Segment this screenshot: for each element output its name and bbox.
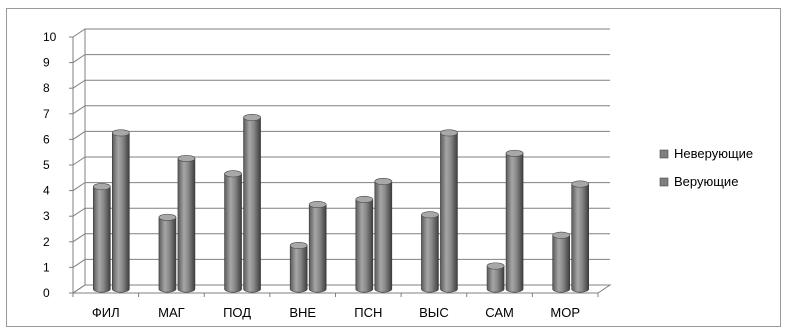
legend-label: Неверующие bbox=[674, 146, 753, 161]
bar bbox=[552, 231, 570, 293]
bar bbox=[374, 177, 393, 293]
x-axis-ticks: ФИЛ МАГ ПОД ВНЕ ПСН ВЫС САМ МОР bbox=[92, 305, 580, 320]
x-tick-label: МАГ bbox=[158, 305, 185, 320]
y-tick-label: 9 bbox=[43, 56, 50, 70]
bar bbox=[289, 241, 308, 293]
y-tick-label: 7 bbox=[43, 107, 50, 121]
bar bbox=[177, 154, 196, 293]
legend-swatch bbox=[659, 149, 669, 159]
bar bbox=[112, 129, 130, 293]
x-tick-label: МОР bbox=[550, 305, 580, 320]
chart-border bbox=[6, 8, 781, 327]
bar bbox=[93, 183, 111, 293]
floor bbox=[71, 284, 612, 294]
legend-swatch bbox=[659, 177, 669, 187]
legend-item: Неверующие bbox=[659, 146, 753, 161]
x-tick-label: ПСН bbox=[354, 305, 382, 320]
y-tick-label: 5 bbox=[43, 158, 50, 172]
bar bbox=[158, 213, 177, 293]
y-tick-label: 8 bbox=[43, 81, 50, 95]
y-tick-label: 0 bbox=[43, 286, 50, 300]
y-axis-ticks: 0 1 2 3 4 5 6 7 8 9 10 bbox=[43, 30, 57, 300]
bar bbox=[440, 129, 458, 293]
bar bbox=[421, 211, 439, 293]
y-tick-label: 1 bbox=[43, 260, 50, 274]
axes bbox=[71, 29, 612, 297]
legend-item: Верующие bbox=[659, 174, 738, 189]
x-tick-label: ФИЛ bbox=[92, 305, 120, 320]
bar bbox=[308, 201, 327, 293]
y-tick-label: 6 bbox=[43, 132, 50, 146]
bar bbox=[571, 180, 589, 293]
bars bbox=[93, 113, 589, 293]
legend-label: Верующие bbox=[674, 174, 738, 189]
y-tick-label: 10 bbox=[43, 30, 57, 44]
bar bbox=[505, 149, 524, 293]
x-tick-label: САМ bbox=[485, 305, 514, 320]
bar bbox=[486, 262, 505, 293]
legend: Неверующие Верующие bbox=[659, 146, 753, 189]
bar bbox=[224, 170, 242, 293]
y-tick-label: 3 bbox=[43, 209, 50, 223]
x-tick-label: ВНЕ bbox=[289, 305, 316, 320]
bar bbox=[243, 113, 261, 293]
y-tick-label: 4 bbox=[43, 184, 50, 198]
x-tick-label: ПОД bbox=[223, 305, 251, 320]
x-tick-label: ВЫС bbox=[419, 305, 449, 320]
bar bbox=[355, 195, 374, 293]
y-tick-label: 2 bbox=[43, 235, 50, 249]
